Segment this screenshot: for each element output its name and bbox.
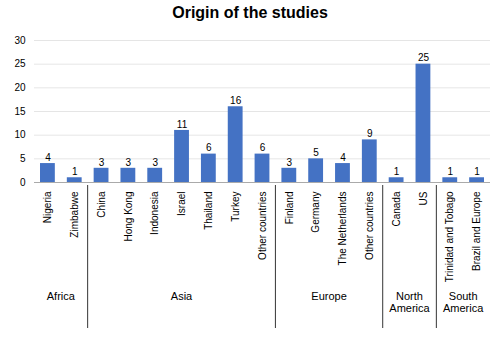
svg-text:1: 1 — [447, 166, 453, 177]
svg-text:Canada: Canada — [391, 191, 402, 226]
svg-text:Other countries: Other countries — [364, 192, 375, 260]
svg-text:10: 10 — [14, 129, 26, 140]
svg-text:20: 20 — [14, 82, 26, 93]
svg-text:Thailand: Thailand — [203, 192, 214, 230]
svg-text:Nigeria: Nigeria — [42, 191, 53, 223]
svg-text:Turkey: Turkey — [230, 192, 241, 222]
svg-text:1: 1 — [394, 166, 400, 177]
svg-text:SouthAmerica: SouthAmerica — [443, 290, 484, 314]
svg-text:Hong Kong: Hong Kong — [123, 192, 134, 242]
svg-text:3: 3 — [152, 157, 158, 168]
html-text:Origin of the studies: Origin of the studies — [172, 4, 328, 21]
svg-text:Europe: Europe — [311, 290, 346, 302]
svg-text:6: 6 — [206, 142, 212, 153]
svg-text:9: 9 — [367, 128, 373, 139]
svg-text:Indonesia: Indonesia — [149, 191, 160, 235]
svg-text:3: 3 — [99, 157, 105, 168]
svg-text:1: 1 — [474, 166, 480, 177]
svg-text:3: 3 — [126, 157, 132, 168]
svg-text:4: 4 — [45, 152, 51, 163]
svg-text:25: 25 — [418, 52, 430, 63]
svg-text:3: 3 — [287, 157, 293, 168]
svg-text:5: 5 — [20, 153, 26, 164]
svg-text:Africa: Africa — [47, 290, 76, 302]
svg-text:Other countries: Other countries — [257, 192, 268, 260]
svg-text:The Netherlands: The Netherlands — [337, 192, 348, 266]
svg-text:4: 4 — [340, 152, 346, 163]
svg-text:Brazil and Europe: Brazil and Europe — [471, 191, 482, 271]
svg-text:US: US — [418, 191, 429, 205]
svg-text:6: 6 — [260, 142, 266, 153]
svg-text:5: 5 — [313, 147, 319, 158]
svg-text:15: 15 — [14, 106, 26, 117]
svg-text:30: 30 — [14, 35, 26, 46]
svg-text:Finland: Finland — [284, 192, 295, 225]
svg-text:11: 11 — [177, 119, 188, 130]
svg-text:China: China — [96, 191, 107, 218]
svg-text:NorthAmerica: NorthAmerica — [389, 290, 430, 314]
svg-text:Asia: Asia — [171, 290, 193, 302]
svg-text:16: 16 — [230, 95, 242, 106]
svg-text:Trinidad and Tobago: Trinidad and Tobago — [444, 191, 455, 282]
svg-text:Germany: Germany — [310, 192, 321, 233]
svg-text:Israel: Israel — [176, 192, 187, 216]
svg-text:25: 25 — [14, 58, 26, 69]
svg-text:Zimbabwe: Zimbabwe — [69, 191, 80, 238]
svg-text:0: 0 — [20, 177, 26, 188]
svg-text:1: 1 — [72, 166, 78, 177]
